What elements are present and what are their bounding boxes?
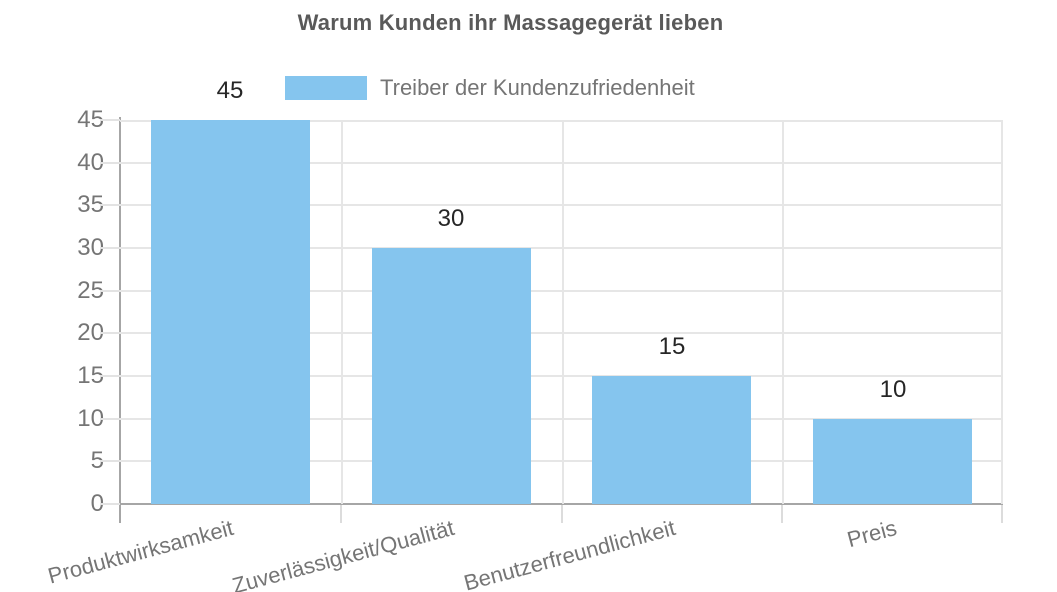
- x-axis-label: Zuverlässigkeit/Qualität: [229, 515, 458, 592]
- legend-label: Treiber der Kundenzufriedenheit: [380, 75, 695, 100]
- chart-title: Warum Kunden ihr Massagegerät lieben: [297, 10, 724, 35]
- x-gridline: [341, 120, 343, 504]
- x-axis-label: Produktwirksamkeit: [45, 515, 237, 589]
- bar: [813, 419, 972, 504]
- y-tick: [100, 204, 120, 206]
- x-axis-line: [100, 503, 1003, 505]
- x-tick: [1001, 505, 1003, 523]
- y-gridline: [120, 332, 1003, 334]
- y-axis-label: 0: [90, 490, 104, 517]
- x-tick: [781, 505, 783, 523]
- y-tick: [100, 162, 120, 164]
- x-gridline: [1001, 120, 1003, 504]
- bar: [151, 120, 310, 504]
- legend-swatch-icon: [285, 76, 367, 100]
- y-tick: [100, 332, 120, 334]
- bar-value-label: 15: [658, 333, 686, 360]
- y-tick: [100, 290, 120, 292]
- y-gridline: [120, 290, 1003, 292]
- y-gridline: [120, 418, 1003, 420]
- y-gridline: [120, 247, 1003, 249]
- y-tick: [100, 460, 120, 462]
- x-axis-label: Preis: [844, 515, 900, 553]
- y-axis-label: 40: [77, 149, 104, 176]
- x-gridline: [782, 120, 784, 504]
- x-gridline: [562, 120, 564, 504]
- bar: [372, 248, 531, 504]
- x-tick: [561, 505, 563, 523]
- legend: Treiber der Kundenzufriedenheit: [285, 76, 695, 100]
- y-axis-label: 5: [90, 447, 104, 474]
- y-axis-label: 15: [77, 362, 104, 389]
- bar-value-label: 45: [216, 77, 244, 104]
- y-axis-label: 35: [77, 191, 104, 218]
- y-tick: [100, 247, 120, 249]
- y-tick: [100, 119, 120, 121]
- y-axis-label: 30: [77, 234, 104, 261]
- y-tick: [100, 375, 120, 377]
- y-axis-line: [119, 117, 121, 523]
- y-axis-label: 20: [77, 319, 104, 346]
- x-axis-label: Benutzerfreundlichkeit: [461, 515, 679, 592]
- y-axis-label: 25: [77, 277, 104, 304]
- x-tick: [340, 505, 342, 523]
- y-axis-label: 10: [77, 405, 104, 432]
- y-gridline: [120, 460, 1003, 462]
- bar-value-label: 30: [437, 205, 465, 232]
- y-tick: [100, 503, 120, 505]
- y-gridline: [120, 375, 1003, 377]
- y-gridline: [120, 204, 1003, 206]
- plot-area: 45 30 15 10: [120, 78, 1003, 504]
- y-axis-label: 45: [77, 106, 104, 133]
- bar: [592, 376, 751, 504]
- y-tick: [100, 418, 120, 420]
- bar-value-label: 10: [879, 376, 907, 403]
- y-gridline: [120, 120, 1003, 122]
- y-gridline: [120, 162, 1003, 164]
